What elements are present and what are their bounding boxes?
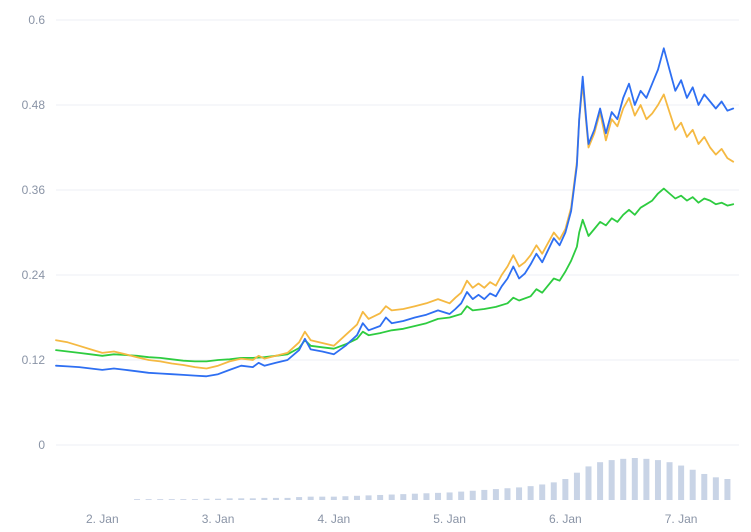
- volume-bar: [620, 459, 626, 500]
- volume-bar: [203, 499, 209, 500]
- volume-bar: [134, 499, 140, 500]
- volume-bar: [724, 479, 730, 500]
- x-tick-label: 5. Jan: [433, 512, 466, 526]
- volume-bar: [377, 495, 383, 500]
- volume-bar: [504, 488, 510, 500]
- volume-bar: [643, 459, 649, 500]
- volume-bar: [632, 458, 638, 500]
- volume-bar: [192, 499, 198, 500]
- series-yellow-line: [56, 84, 733, 369]
- volume-bar: [319, 497, 325, 500]
- volume-bar: [227, 498, 233, 500]
- volume-bar: [667, 462, 673, 500]
- volume-bar: [423, 493, 429, 500]
- volume-bar: [412, 494, 418, 500]
- y-tick-label: 0: [38, 438, 45, 452]
- volume-bar: [516, 487, 522, 500]
- volume-bar: [308, 497, 314, 500]
- volume-bar: [238, 498, 244, 500]
- volume-bar: [609, 460, 615, 500]
- y-tick-label: 0.48: [22, 98, 45, 112]
- volume-bar: [447, 492, 453, 500]
- volume-bar: [215, 499, 221, 500]
- volume-bar: [180, 499, 186, 500]
- volume-bar: [331, 497, 337, 500]
- volume-bar: [157, 499, 163, 500]
- volume-bar: [458, 492, 464, 500]
- volume-bar: [574, 473, 580, 500]
- volume-bar: [285, 498, 291, 500]
- volume-bar: [562, 479, 568, 500]
- y-tick-label: 0.6: [28, 13, 45, 27]
- volume-bar: [366, 495, 372, 500]
- volume-bar: [551, 482, 557, 500]
- volume-bar: [435, 493, 441, 500]
- volume-bar: [470, 491, 476, 500]
- volume-bar: [655, 460, 661, 500]
- volume-bar: [597, 462, 603, 500]
- volume-bar: [678, 466, 684, 500]
- volume-bar: [389, 495, 395, 500]
- x-tick-label: 7. Jan: [665, 512, 698, 526]
- price-chart: 0 0.12 0.24 0.36 0.48 0.6 2. Jan 3. Jan 4. Jan 5…: [0, 0, 751, 532]
- volume-bar: [539, 484, 545, 500]
- y-tick-label: 0.36: [22, 183, 45, 197]
- volume-bar: [400, 494, 406, 500]
- volume-bar: [481, 490, 487, 500]
- volume-bar: [354, 496, 360, 500]
- y-tick-label: 0.12: [22, 353, 45, 367]
- volume-bar: [493, 489, 499, 500]
- volume-bar: [273, 498, 279, 500]
- volume-bar: [261, 498, 267, 500]
- x-tick-label: 2. Jan: [86, 512, 119, 526]
- volume-bar: [296, 497, 302, 500]
- volume-bar: [713, 477, 719, 500]
- y-tick-label: 0.24: [22, 268, 45, 282]
- x-tick-label: 3. Jan: [202, 512, 235, 526]
- volume-bar: [146, 499, 152, 500]
- volume-bar: [690, 470, 696, 500]
- volume-bar: [250, 498, 256, 500]
- chart-svg: [0, 0, 751, 532]
- volume-bar: [528, 486, 534, 500]
- volume-bar: [342, 496, 348, 500]
- volume-bar: [701, 474, 707, 500]
- x-tick-label: 4. Jan: [317, 512, 350, 526]
- volume-bar: [169, 499, 175, 500]
- x-tick-label: 6. Jan: [549, 512, 582, 526]
- volume-bar: [586, 466, 592, 500]
